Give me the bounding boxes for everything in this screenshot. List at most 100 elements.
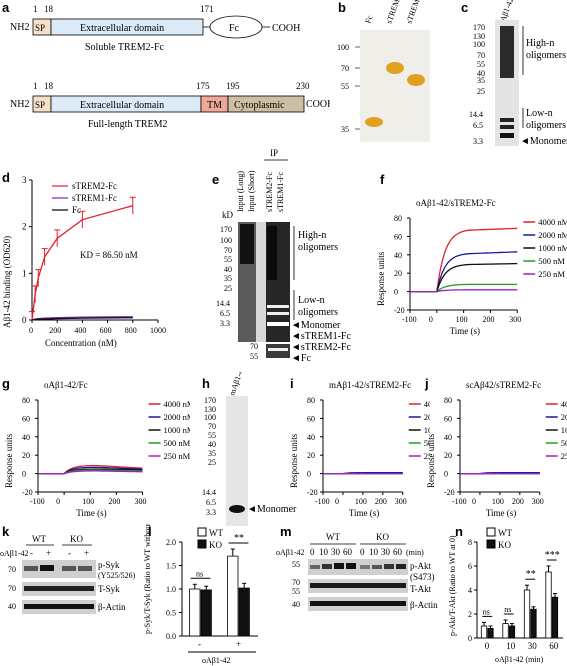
chart-n: p-Akt/T-Akt (Ratio to WT at 0) 8 6 4 2 0 0 ns 10… [448, 527, 563, 664]
y-tick-label: 0 [307, 470, 311, 479]
sig-label: ** [234, 533, 244, 544]
gel-b: Fc sTREM1-Fc sTREM2-Fc 100 70 55 35 [337, 0, 430, 142]
cyto-box [227, 95, 305, 113]
x-tick-label: 0 [485, 641, 490, 651]
series-line [410, 283, 518, 293]
legend-swatch [486, 539, 496, 549]
x-tick-label: + [236, 639, 241, 649]
legend-item: WT [498, 528, 512, 538]
marker: 55 [477, 60, 485, 69]
y-tick-label: 60 [394, 232, 402, 241]
marker: 3.3 [206, 508, 216, 517]
legend-item: 1000 nM [538, 243, 567, 253]
sig-label: ns [483, 607, 490, 616]
gel-c: Aβ1-42 170 130 100 70 55 40 35 25 14.4 6… [469, 0, 524, 146]
legend-item: 2000 nM [561, 412, 567, 422]
x-tick-label: 300 [395, 497, 407, 506]
y-tick-label: 20 [22, 451, 30, 460]
y-axis-label: Response units [289, 433, 299, 488]
panel-label-f: f [380, 172, 385, 187]
panel-label-c: c [461, 0, 469, 15]
y-tick-label: 0 [22, 470, 26, 479]
panel-label-h: h [202, 376, 210, 391]
bar [523, 589, 531, 639]
y-tick-label: 0 [468, 634, 472, 643]
time: 60 [393, 547, 403, 557]
marker: 35 [224, 274, 232, 283]
legend-item: 250 nM [424, 451, 430, 461]
legend-swatch [486, 527, 496, 537]
caption: Full-length TREM2 [88, 119, 168, 130]
time: 30 [331, 547, 341, 557]
legend-item: 2000 nM [164, 412, 191, 422]
legend-item: Fc [72, 205, 81, 215]
num: 1 [33, 81, 38, 91]
bar [238, 587, 250, 637]
y-tick-label: -20 [307, 488, 318, 497]
sign: - [68, 548, 71, 558]
marker: 25 [224, 284, 232, 293]
marker: 35 [208, 449, 216, 458]
blot-m: WT KO oAβ1-42 0 10 30 60 0 10 30 60 (min… [276, 532, 424, 611]
panel-label-e: e [212, 172, 220, 187]
marker: 55 [250, 352, 258, 360]
tm-label: TM [207, 100, 222, 111]
x-tick-label: 0 [429, 315, 433, 324]
chart-title: oAβ1-42/sTREM2-Fc [416, 198, 496, 208]
lane-label: Aβ1-42 [498, 0, 515, 23]
x-tick-label: 0 [29, 326, 33, 335]
y-axis-label: Response units [426, 433, 436, 488]
y-axis-label: p-Akt/T-Akt (Ratio to WT at 0) [448, 535, 457, 636]
time: 30 [381, 547, 391, 557]
y-tick-label: 2 [468, 610, 472, 619]
panel-label-n: n [455, 524, 463, 539]
marker: 55 [341, 82, 349, 91]
num: 18 [44, 4, 54, 14]
x-tick-label: -100 [30, 497, 45, 506]
marker: 35 [341, 125, 349, 134]
chart-d: Aβ1-42 binding (OD620) Concentration (nM… [2, 175, 166, 348]
y-tick-label: 0 [22, 315, 27, 325]
marker: 25 [477, 87, 485, 96]
panel-label-m: m [280, 524, 292, 539]
x-axis-label: oAβ1-42 [202, 656, 231, 665]
bar [480, 625, 488, 639]
sign: + [46, 548, 51, 558]
chart-i: mAβ1-42/sTREM2-Fc Response units Time (s) 8… [289, 380, 430, 518]
x-tick-label: 0 [335, 497, 339, 506]
treat: oAβ1-42 [0, 549, 29, 558]
marker: 6.5 [473, 121, 483, 130]
y-tick-label: 60 [444, 414, 452, 423]
marker: 25 [208, 458, 216, 467]
legend-item: 500 nM [538, 256, 565, 266]
y-tick-label: 40 [307, 433, 315, 442]
label-monomer: ◄Monomer [291, 320, 341, 331]
band-strem1 [386, 62, 404, 74]
x-tick-label: 100 [456, 315, 468, 324]
num: 195 [226, 81, 240, 91]
bar [200, 589, 212, 637]
domain-diagram: 1 18 171 NH2 SP Extracellular domain Fc … [10, 4, 330, 130]
marker: 3.3 [220, 319, 230, 328]
sign: - [30, 548, 33, 558]
chart-title: oAβ1-42/Fc [44, 380, 88, 390]
x-axis-label: Time (s) [486, 508, 516, 518]
marker: 40 [224, 265, 232, 274]
blot-k: WT KO oAβ1-42 - + - + 70 70 40 p-Syk (Y5… [0, 534, 135, 614]
group: WT [326, 532, 340, 542]
y-axis-label: Response units [4, 433, 14, 488]
marker: 40 [477, 69, 485, 78]
monomer-band [229, 505, 245, 513]
y-tick-label: -20 [394, 306, 405, 315]
x-tick-label: 300 [532, 497, 544, 506]
x-tick-label: 200 [512, 497, 524, 506]
x-axis-label: oAβ1-42 (min) [495, 655, 544, 664]
y-tick-label: 80 [22, 396, 30, 405]
marker: 55 [224, 255, 232, 264]
caption: Soluble TREM2-Fc [85, 42, 165, 53]
marker: 55 [208, 431, 216, 440]
x-tick-label: 100 [492, 497, 504, 506]
lane-label: sTREM2-Fc [265, 172, 274, 212]
kd: kD [222, 210, 234, 220]
unit: (min) [406, 548, 424, 557]
